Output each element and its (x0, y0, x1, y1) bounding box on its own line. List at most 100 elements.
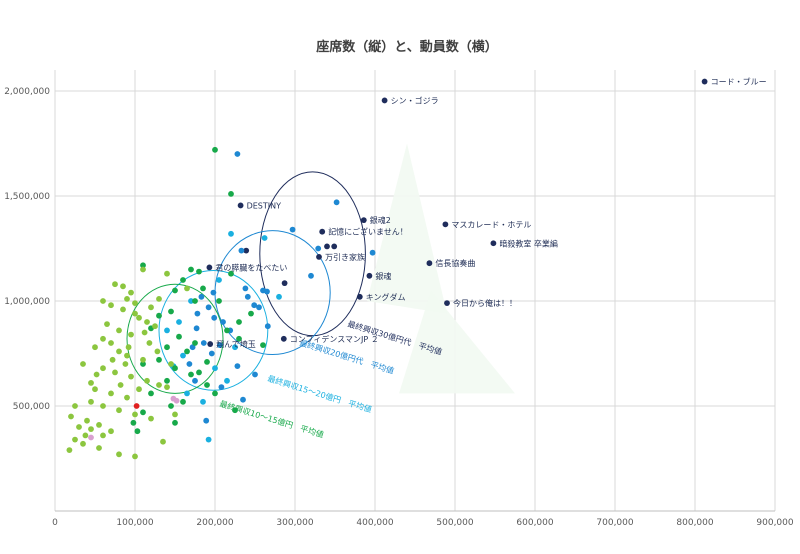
x-tick-label: 500,000 (436, 518, 473, 528)
data-point (216, 342, 223, 348)
point-label: 銀魂2 (370, 215, 391, 225)
data-point (132, 453, 138, 460)
data-point (72, 403, 78, 409)
point-label: コンフィデンスマンJP ２ (290, 334, 379, 344)
data-point (164, 377, 170, 384)
data-point (136, 314, 142, 321)
data-point (188, 266, 194, 273)
point-label: 万引き家族 (325, 252, 365, 262)
data-point (141, 329, 148, 336)
data-point (148, 390, 154, 397)
data-point (212, 146, 218, 153)
data-point (216, 277, 222, 283)
data-point (68, 413, 74, 420)
data-point (100, 365, 106, 372)
data-point (88, 434, 94, 441)
data-point (116, 348, 122, 355)
data-point (234, 151, 241, 157)
data-point (205, 436, 212, 443)
data-point (128, 289, 134, 296)
data-point (194, 310, 201, 317)
data-point (156, 296, 162, 302)
data-point (204, 359, 210, 365)
data-point (154, 348, 161, 355)
data-point (96, 445, 102, 451)
data-point (128, 331, 134, 338)
data-point (84, 417, 90, 424)
data-point (108, 340, 114, 346)
data-point (116, 451, 122, 458)
data-point (260, 287, 266, 294)
data-point (168, 361, 174, 367)
data-point (308, 272, 314, 279)
data-point (360, 217, 367, 224)
point-label: キングダム (366, 292, 406, 302)
data-point (333, 199, 340, 206)
data-point (261, 235, 268, 241)
data-point (92, 344, 98, 351)
data-point (152, 323, 158, 330)
point-label: 翔んで埼玉 (216, 339, 256, 349)
data-point (132, 300, 138, 306)
data-point (232, 407, 238, 414)
data-point (100, 432, 106, 439)
data-point (172, 419, 178, 426)
data-point (319, 228, 326, 235)
data-point (276, 293, 282, 300)
data-point (140, 409, 146, 416)
data-point (200, 285, 206, 292)
data-points (66, 78, 708, 460)
x-tick-label: 900,000 (756, 518, 793, 528)
data-point (125, 344, 132, 351)
data-point (200, 398, 206, 405)
data-point (93, 371, 100, 378)
data-point (210, 289, 217, 296)
data-point (132, 411, 138, 418)
data-point (134, 428, 141, 435)
data-point (242, 285, 249, 292)
data-point (176, 319, 182, 325)
data-point (88, 380, 94, 386)
data-point (156, 382, 162, 388)
data-point (180, 352, 186, 359)
data-point (200, 340, 207, 346)
data-point (192, 340, 198, 346)
average-circle (259, 171, 366, 337)
data-point (184, 390, 190, 397)
data-point (280, 335, 287, 342)
data-point (122, 361, 129, 367)
data-point (196, 369, 202, 376)
data-point (168, 403, 174, 409)
data-point (244, 293, 251, 300)
data-point (366, 272, 373, 279)
data-point (144, 319, 150, 325)
data-point (116, 407, 122, 414)
data-point (248, 310, 254, 317)
data-point (156, 312, 162, 319)
data-point (260, 342, 266, 348)
data-point (243, 247, 250, 254)
data-point (701, 78, 708, 85)
data-point (88, 398, 94, 405)
data-point (264, 323, 271, 330)
data-point (100, 335, 106, 342)
data-point (316, 254, 322, 260)
data-point (108, 390, 114, 397)
point-label: DESTINY (247, 201, 282, 210)
data-point (120, 283, 126, 290)
data-point (228, 230, 234, 237)
point-label: コード・ブルー (711, 77, 767, 87)
data-point (381, 97, 388, 104)
data-point (224, 327, 230, 334)
point-label: 君の膵臓をたべたい (215, 262, 287, 272)
data-point (72, 436, 78, 443)
data-point (76, 424, 82, 430)
data-point (130, 419, 137, 426)
data-point (124, 394, 130, 401)
data-point (251, 302, 258, 309)
data-point (164, 344, 170, 351)
data-point (236, 335, 242, 342)
data-point (224, 377, 230, 384)
data-point (196, 268, 202, 275)
x-tick-label: 800,000 (676, 518, 713, 528)
